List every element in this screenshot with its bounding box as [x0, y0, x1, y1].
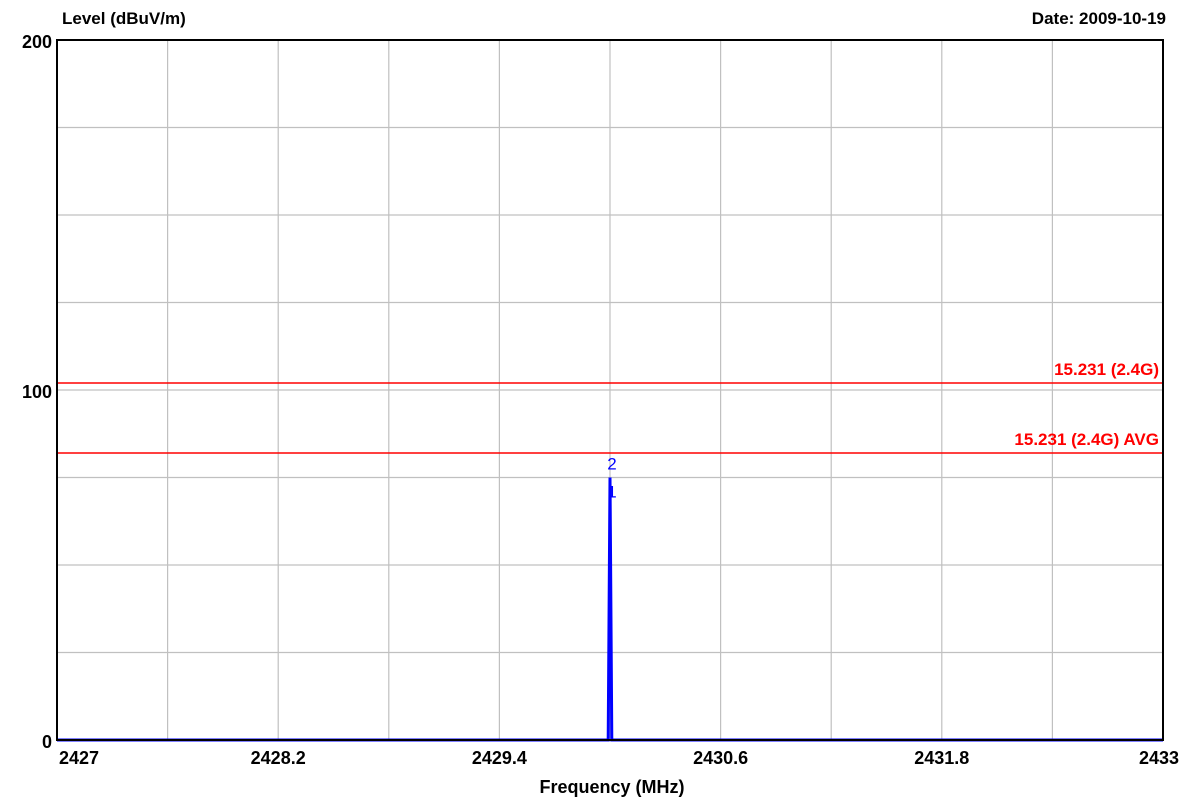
- date-label: Date: 2009-10-19: [1032, 9, 1166, 28]
- grid-lines: [57, 40, 1163, 740]
- x-axis-label: Frequency (MHz): [539, 777, 684, 797]
- x-tick-label: 2428.2: [251, 748, 306, 768]
- peak-marker-label: 2: [607, 455, 616, 474]
- y-axis-label: Level (dBuV/m): [62, 9, 186, 28]
- plot-frame: [56, 39, 1164, 741]
- peak-markers: 21: [607, 455, 616, 502]
- y-tick-label: 200: [22, 32, 52, 52]
- y-tick-label: 0: [42, 732, 52, 752]
- x-tick-labels: 2427 2428.2 2429.4 2430.6 2431.8 2433: [59, 748, 1179, 768]
- x-tick-label: 2427: [59, 748, 99, 768]
- y-tick-label: 100: [22, 382, 52, 402]
- x-tick-label: 2431.8: [914, 748, 969, 768]
- x-tick-label: 2433: [1139, 748, 1179, 768]
- x-tick-label: 2430.6: [693, 748, 748, 768]
- peak-marker-label: 1: [607, 483, 616, 502]
- limit-line-label: 15.231 (2.4G): [1054, 360, 1159, 379]
- x-tick-label: 2429.4: [472, 748, 527, 768]
- limit-line-label: 15.231 (2.4G) AVG: [1014, 430, 1159, 449]
- y-tick-labels: 0 100 200: [22, 32, 52, 752]
- limit-lines: 15.231 (2.4G) 15.231 (2.4G) AVG: [57, 360, 1163, 454]
